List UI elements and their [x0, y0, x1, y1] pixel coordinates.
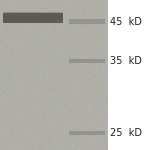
Bar	[69, 58, 105, 63]
Text: 25  kD: 25 kD	[110, 128, 142, 138]
Text: 35  kD: 35 kD	[110, 56, 142, 66]
Bar	[69, 20, 105, 24]
Bar	[69, 130, 105, 135]
Bar	[0, 0, 108, 150]
Text: 45  kD: 45 kD	[110, 17, 142, 27]
Bar	[3, 13, 63, 23]
